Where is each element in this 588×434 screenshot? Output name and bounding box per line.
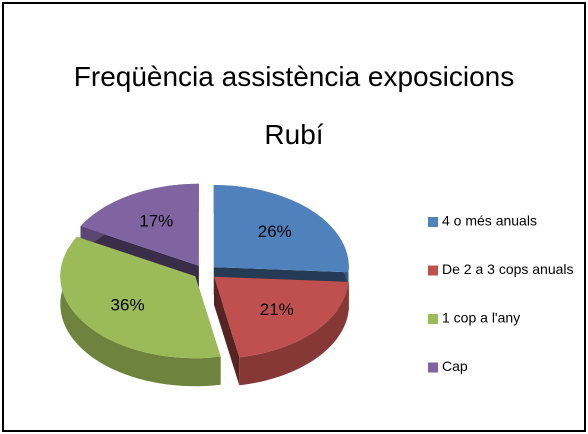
slice-top bbox=[60, 236, 221, 359]
legend-swatch bbox=[428, 217, 438, 227]
data-label: 36% bbox=[111, 296, 145, 315]
slice: 21% bbox=[214, 276, 349, 386]
legend-swatch bbox=[428, 314, 438, 324]
slice-wall bbox=[214, 276, 240, 386]
legend-label: 4 o més anuals bbox=[442, 213, 537, 229]
legend-label: Cap bbox=[442, 358, 468, 374]
chart-title: Freqüència assistència exposicions Rubí bbox=[73, 61, 515, 150]
slice-side bbox=[239, 281, 349, 386]
legend-swatch bbox=[428, 265, 438, 276]
slice-side bbox=[60, 236, 221, 387]
data-label: 17% bbox=[139, 212, 173, 231]
slice-top bbox=[214, 276, 349, 358]
slice: 36% bbox=[60, 236, 221, 387]
legend-label: 1 cop a l'any bbox=[442, 310, 520, 326]
slice-top bbox=[80, 183, 199, 266]
legend-label: De 2 a 3 cops anuals bbox=[442, 261, 574, 277]
data-label: 26% bbox=[258, 222, 292, 241]
data-label: 21% bbox=[260, 300, 294, 319]
slice-top bbox=[213, 185, 349, 273]
legend-swatch bbox=[428, 362, 438, 373]
